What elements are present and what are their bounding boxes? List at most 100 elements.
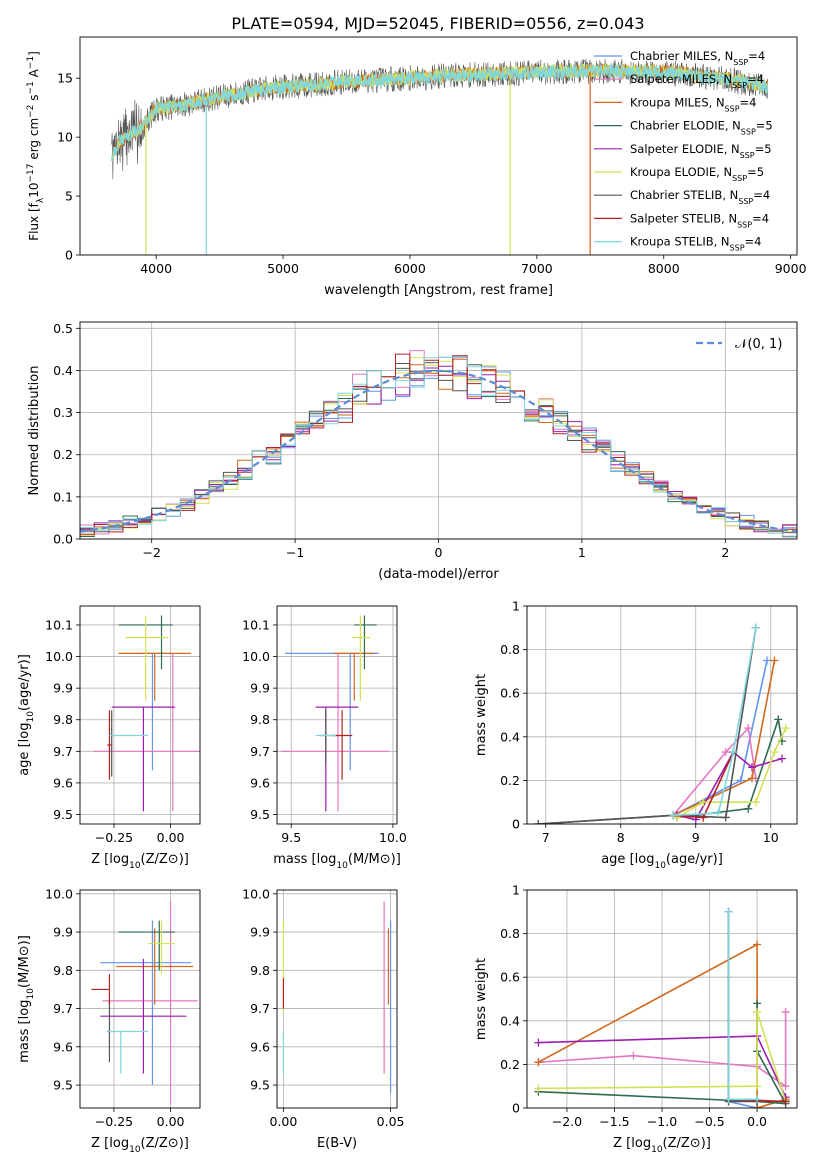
axes-frame (276, 605, 398, 825)
plot-area (93, 615, 200, 812)
y-tick-label: 9.8 (53, 963, 73, 978)
age-vs-mass-panel: 9.5 10.0 9.5 9.6 9.7 9.8 9.9 10.0 10.1 mass [log1… (242, 605, 407, 871)
x-tick-label: 0.00 (270, 1114, 298, 1129)
y-tick-label: 0.4 (53, 363, 73, 378)
x-tick-label: 10 (763, 830, 779, 845)
y-axis-label: age [log10(age/yr)] (17, 654, 36, 776)
legend-entry: Kroupa MILES, NSSP=4 (630, 95, 756, 113)
y-axis-label: mass weight (474, 958, 489, 1040)
weight-marker (744, 724, 753, 733)
x-tick-label: −1.0 (647, 1114, 677, 1129)
weight-marker (669, 811, 678, 820)
x-tick-label: −1 (286, 545, 304, 560)
y-tick-label: 0.2 (500, 1057, 520, 1072)
spectrum-series-kroupa-stelib (111, 63, 769, 162)
weight-marker (781, 724, 790, 733)
weight-marker (774, 715, 783, 724)
weight-marker (534, 1084, 543, 1093)
axes-frame (276, 889, 398, 1109)
weight-marker (724, 1095, 733, 1104)
weight-marker (753, 1095, 762, 1104)
weight-marker (729, 748, 738, 757)
plot-area (281, 615, 389, 812)
y-tick-label: 10.0 (242, 886, 270, 901)
x-axis-label: (data-model)/error (378, 567, 499, 582)
weight-marker (629, 1051, 638, 1060)
weight-marker (534, 1038, 543, 1047)
x-tick-label: 9000 (775, 261, 807, 276)
spectrum-panel: 4000 5000 6000 7000 8000 9000 0 5 10 15 wavelength… (26, 36, 807, 298)
legend-entry: Kroupa ELODIE, NSSP=5 (630, 165, 764, 183)
mass-vs-reddening-panel: 0.00 0.05 9.5 9.6 9.7 9.8 9.9 10.0 E(B-V) (242, 886, 404, 1151)
x-tick-label: 8 (617, 830, 625, 845)
plot-area (534, 907, 790, 1108)
y-tick-label: 0.5 (53, 321, 73, 336)
y-tick-label: 9.7 (53, 744, 73, 759)
plot-area (80, 350, 797, 538)
x-axis-label: mass [log10(M/M⊙)] (273, 852, 401, 871)
y-tick-label: 0 (512, 817, 520, 832)
x-axis-label: E(B-V) (317, 1136, 357, 1151)
y-tick-label: 10 (57, 130, 73, 145)
weight-marker (770, 748, 779, 757)
x-tick-label: 8000 (648, 261, 680, 276)
plot-area (282, 901, 392, 1093)
weight-marker (721, 748, 730, 757)
axes-frame (79, 605, 201, 825)
weight-marker (781, 1082, 790, 1091)
plot-area (111, 58, 769, 255)
y-tick-label: 15 (57, 71, 73, 86)
x-tick-label: −2.0 (552, 1114, 582, 1129)
x-tick-label: 0.00 (157, 830, 185, 845)
age-vs-metallicity-panel: −0.25 0.00 9.5 9.6 9.7 9.8 9.9 10.0 10.1 Z [log10… (17, 605, 201, 871)
y-tick-label: 9.8 (53, 712, 73, 727)
y-tick-label: 0.6 (500, 686, 520, 701)
weight-line-salpeter-miles (672, 726, 757, 816)
y-tick-label: 9.6 (53, 1039, 73, 1054)
y-tick-label: 10.0 (45, 886, 73, 901)
x-tick-label: 7 (542, 830, 550, 845)
y-tick-label: 9.6 (250, 1039, 270, 1054)
x-tick-label: 6000 (394, 261, 426, 276)
weight-marker (534, 1058, 543, 1067)
y-tick-label: 9.9 (53, 925, 73, 940)
x-tick-label: 9.5 (281, 830, 301, 845)
x-tick-label: 1 (578, 545, 586, 560)
figure-title: PLATE=0594, MJD=52045, FIBERID=0556, z=0… (231, 14, 644, 33)
x-axis-label: wavelength [Angstrom, rest frame] (324, 283, 553, 298)
y-tick-label: 9.5 (53, 807, 73, 822)
x-tick-label: 5000 (267, 261, 299, 276)
x-tick-label: 0.05 (377, 1114, 405, 1129)
weight-marker (770, 656, 779, 665)
y-tick-label: 0.1 (53, 489, 73, 504)
weight-line-kroupa-stelib (727, 911, 758, 1101)
y-tick-label: 0 (512, 1101, 520, 1116)
weight-marker (778, 754, 786, 763)
x-tick-label: 7000 (521, 261, 553, 276)
legend-entry: Salpeter ELODIE, NSSP=5 (630, 142, 772, 160)
weight-marker (781, 1097, 790, 1106)
mass-weight-vs-age-panel: 7 8 9 10 0 0.2 0.4 0.6 0.8 1 age [log10(age/yr)] ma… (474, 599, 798, 871)
plot-area (91, 901, 198, 1105)
weight-marker (753, 940, 762, 949)
y-axis-label: Flux [fλ10−17 erg cm−2 s−1 A−1] (26, 51, 46, 241)
x-tick-label: 0.00 (157, 1114, 185, 1129)
x-axis-label: age [log10(age/yr)] (601, 852, 723, 871)
axes-frame (79, 889, 201, 1109)
weight-marker (748, 774, 756, 783)
y-tick-label: 9.7 (53, 1001, 73, 1016)
weight-line-kroupa-stelib (673, 627, 757, 817)
x-axis-label: Z [log10(Z/Z⊙)] (91, 852, 189, 871)
y-axis-label: mass weight (474, 674, 489, 756)
legend-entry: Chabrier MILES, NSSP=4 (630, 49, 765, 67)
y-tick-label: 0.2 (500, 773, 520, 788)
y-tick-label: 9.8 (250, 712, 270, 727)
weight-marker (714, 809, 723, 818)
x-tick-label: 4000 (140, 261, 172, 276)
plot-area (534, 623, 790, 824)
weight-marker (753, 1082, 762, 1091)
y-tick-label: 5 (65, 189, 73, 204)
x-axis-label: Z [log10(Z/Z⊙)] (91, 1136, 189, 1155)
weight-marker (724, 907, 733, 916)
